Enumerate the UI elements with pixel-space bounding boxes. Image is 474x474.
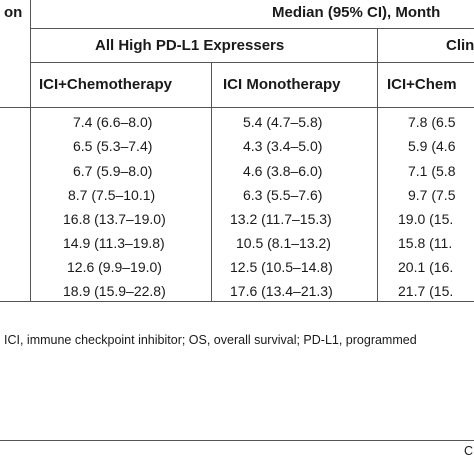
rule-under-median-title — [30, 28, 474, 29]
cell-chemo: 16.8 (13.7–19.0) — [63, 211, 166, 227]
cell-mono: 4.3 (3.4–5.0) — [243, 138, 323, 154]
rule-chemo-mono-divider — [211, 62, 212, 301]
cell-chemo: 18.9 (15.9–22.8) — [63, 283, 166, 299]
rule-under-data — [0, 301, 474, 302]
rule-bottom — [0, 440, 474, 441]
cell-chemo: 12.6 (9.9–19.0) — [67, 259, 162, 275]
median-title: Median (95% CI), Month — [272, 4, 441, 21]
cell-mono: 6.3 (5.5–7.6) — [243, 187, 323, 203]
cell-mono: 17.6 (13.4–21.3) — [230, 283, 333, 299]
cell-mono: 13.2 (11.7–15.3) — [230, 211, 332, 227]
group-header-all: All High PD-L1 Expressers — [95, 37, 285, 54]
cell-chemo: 6.5 (5.3–7.4) — [73, 138, 153, 154]
cell-mono: 10.5 (8.1–13.2) — [236, 235, 331, 251]
footnote: ICI, immune checkpoint inhibitor; OS, ov… — [4, 333, 417, 347]
col-header-ici-mono: ICI Monotherapy — [223, 76, 341, 93]
cell-clin: 15.8 (11. — [398, 235, 453, 251]
cell-chemo: 7.4 (6.6–8.0) — [73, 114, 153, 130]
rule-under-column-headers — [0, 107, 474, 108]
col-header-ici-chemo-clin: ICI+Chem — [387, 76, 457, 93]
col-header-ici-chemo: ICI+Chemotherapy — [39, 76, 172, 93]
cell-mono: 12.5 (10.5–14.8) — [230, 259, 333, 275]
group-header-clin: Clin — [446, 37, 474, 54]
rule-left-col-divider — [30, 0, 31, 301]
cell-clin: 19.0 (15. — [398, 211, 454, 227]
cell-clin: 7.1 (5.8 — [408, 163, 456, 179]
cell-clin: 7.8 (6.5 — [408, 114, 456, 130]
cell-mono: 4.6 (3.8–6.0) — [243, 163, 323, 179]
cell-chemo: 6.7 (5.9–8.0) — [73, 163, 153, 179]
left-header-fragment: on — [4, 4, 23, 21]
cell-chemo: 8.7 (7.5–10.1) — [68, 187, 156, 203]
cell-clin: 5.9 (4.6 — [408, 138, 456, 154]
cell-clin: 20.1 (16. — [398, 259, 454, 275]
cell-clin: 21.7 (15. — [398, 283, 454, 299]
cell-chemo: 14.9 (11.3–19.8) — [63, 235, 165, 251]
rule-group-divider — [377, 28, 378, 301]
rule-under-group-headers — [30, 62, 474, 63]
cell-mono: 5.4 (4.7–5.8) — [243, 114, 323, 130]
cell-clin: 9.7 (7.5 — [408, 187, 456, 203]
corner-fragment: C — [464, 444, 474, 458]
